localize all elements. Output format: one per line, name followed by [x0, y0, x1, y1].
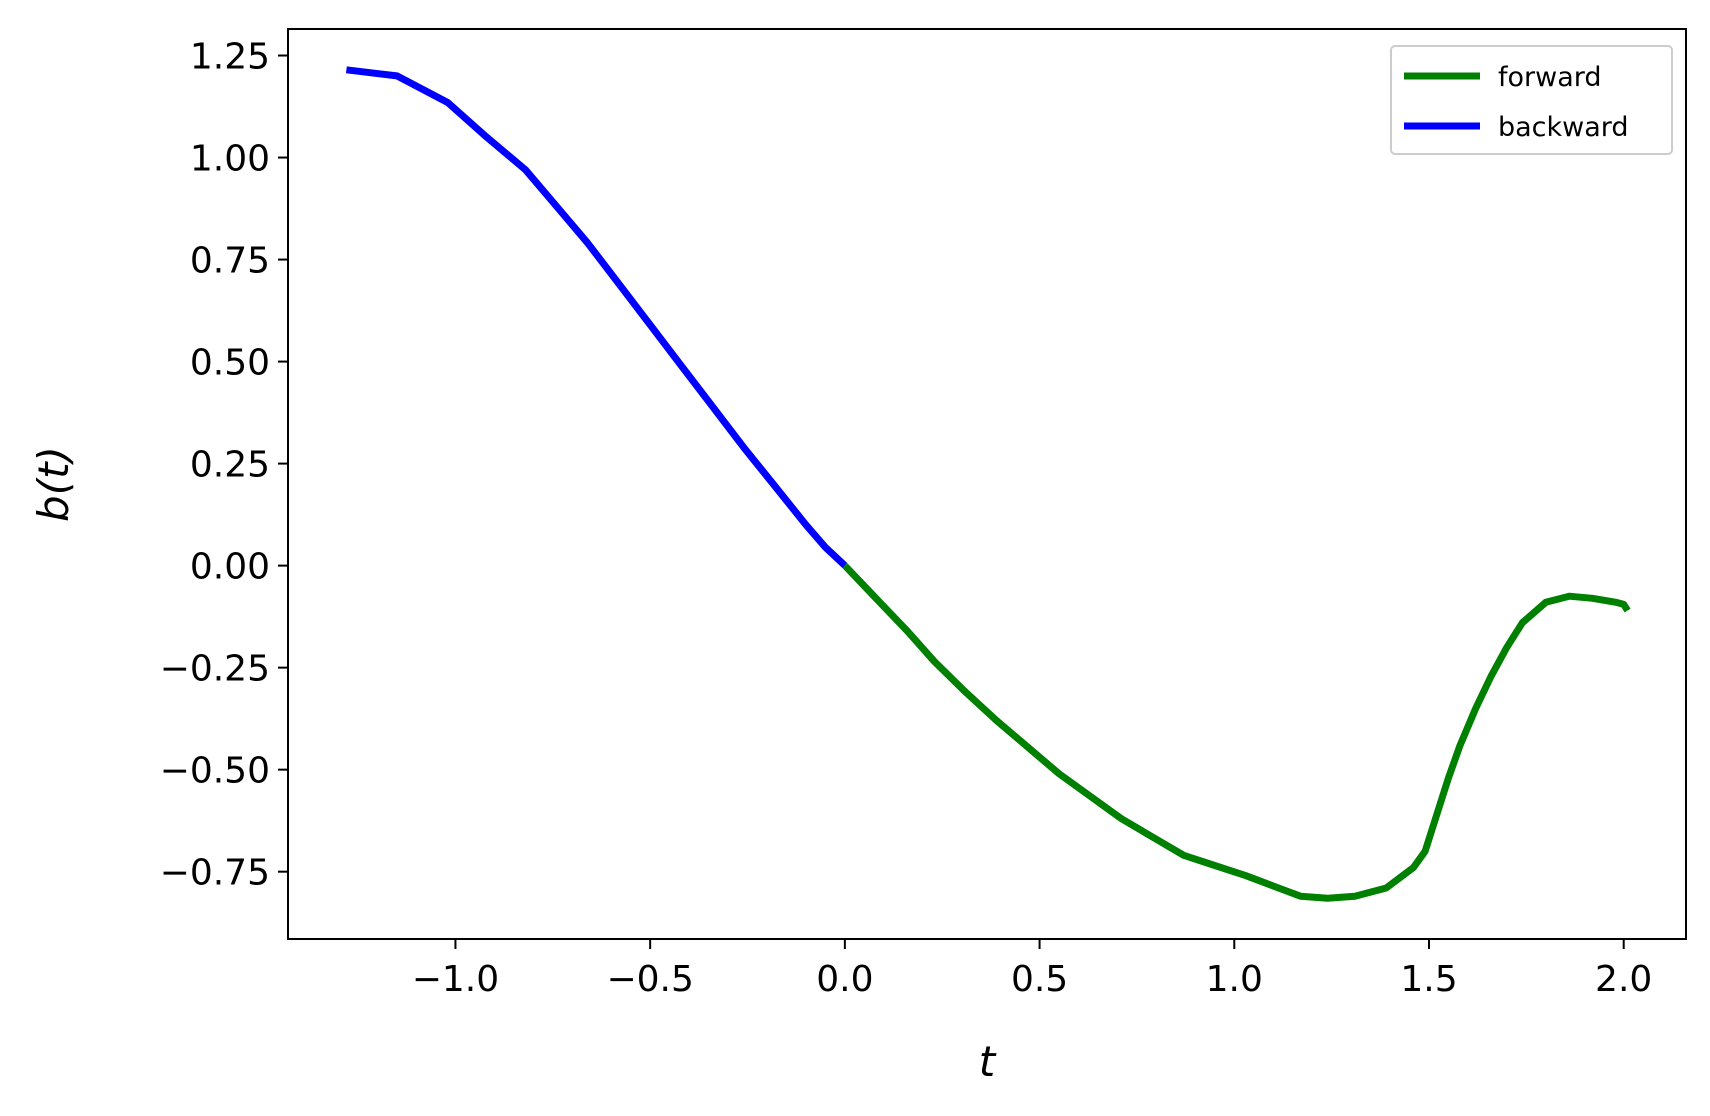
x-tick-label: 0.0 — [816, 959, 873, 1000]
y-axis-label: b(t) — [29, 446, 78, 522]
y-axis: 1.25 1.00 0.75 0.50 0.25 0.00 −0.25 −0.50 −0.75 — [160, 37, 288, 894]
x-tick-label: −0.5 — [606, 959, 693, 1000]
series-line-forward — [842, 563, 1631, 902]
x-axis: −1.0 −0.5 0.0 0.5 1.0 1.5 2.0 — [412, 939, 1652, 1000]
plot-area-frame — [287, 28, 1687, 940]
y-tick-label: 1.25 — [190, 37, 270, 78]
y-tick-label: 0.75 — [190, 241, 270, 282]
x-axis-label: t — [979, 1037, 997, 1086]
y-tick-label: 0.50 — [190, 343, 270, 384]
x-tick-label: −1.0 — [412, 959, 499, 1000]
x-tick-label: 0.5 — [1011, 959, 1068, 1000]
series-line-backward — [345, 66, 848, 569]
legend-label-forward: forward — [1498, 62, 1602, 93]
y-tick-label: −0.75 — [160, 853, 270, 894]
x-tick-label: 2.0 — [1595, 959, 1652, 1000]
legend-label-backward: backward — [1498, 112, 1629, 143]
y-tick-label: 0.25 — [190, 445, 270, 486]
legend: forward backward — [1390, 45, 1673, 155]
y-tick-label: 1.00 — [190, 139, 270, 180]
x-tick-label: 1.5 — [1400, 959, 1457, 1000]
chart-series-layer — [345, 66, 1631, 902]
y-tick-label: −0.25 — [160, 649, 270, 690]
y-tick-label: 0.00 — [190, 547, 270, 588]
y-tick-label: −0.50 — [160, 751, 270, 792]
x-tick-label: 1.0 — [1206, 959, 1263, 1000]
